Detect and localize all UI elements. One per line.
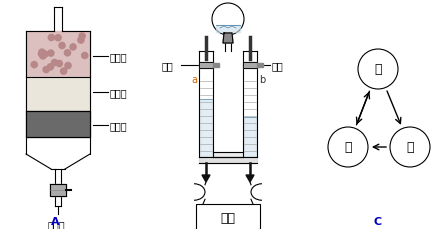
Polygon shape: [213, 64, 219, 68]
Circle shape: [69, 44, 77, 52]
Circle shape: [42, 66, 50, 74]
Circle shape: [328, 128, 368, 167]
Circle shape: [38, 51, 45, 58]
Circle shape: [48, 35, 55, 42]
Circle shape: [81, 52, 88, 60]
Polygon shape: [257, 64, 263, 68]
Circle shape: [51, 60, 58, 67]
Circle shape: [64, 50, 71, 57]
Text: 膨松棉: 膨松棉: [48, 219, 66, 229]
Text: 小卵石: 小卵石: [110, 52, 127, 62]
Text: 甲: 甲: [344, 141, 352, 154]
Bar: [196, 204, 260, 229]
Circle shape: [56, 60, 63, 68]
Polygon shape: [223, 34, 233, 44]
Circle shape: [358, 50, 398, 90]
Circle shape: [64, 63, 72, 70]
Text: 电源: 电源: [220, 212, 236, 224]
Circle shape: [31, 62, 38, 69]
Text: 水: 水: [374, 63, 382, 76]
Text: 乙: 乙: [406, 141, 414, 154]
Circle shape: [47, 50, 55, 58]
Polygon shape: [202, 175, 210, 182]
Circle shape: [54, 35, 62, 42]
Text: 石英沙: 石英沙: [110, 88, 127, 98]
Text: C: C: [374, 216, 382, 226]
Text: B: B: [224, 216, 232, 226]
Circle shape: [39, 53, 47, 60]
Circle shape: [58, 43, 66, 50]
Circle shape: [78, 33, 86, 41]
Polygon shape: [246, 175, 254, 182]
Polygon shape: [243, 63, 257, 69]
Circle shape: [38, 49, 46, 57]
Circle shape: [77, 37, 85, 45]
Circle shape: [390, 128, 430, 167]
Text: 活塞: 活塞: [272, 61, 284, 71]
Circle shape: [41, 51, 49, 59]
Text: b: b: [259, 75, 265, 85]
Text: A: A: [51, 216, 59, 226]
Text: 活塞: 活塞: [162, 61, 174, 71]
Text: a: a: [191, 75, 197, 85]
Circle shape: [60, 68, 67, 76]
Polygon shape: [199, 63, 213, 69]
Circle shape: [47, 64, 54, 71]
Text: 活性炭: 活性炭: [110, 120, 127, 131]
